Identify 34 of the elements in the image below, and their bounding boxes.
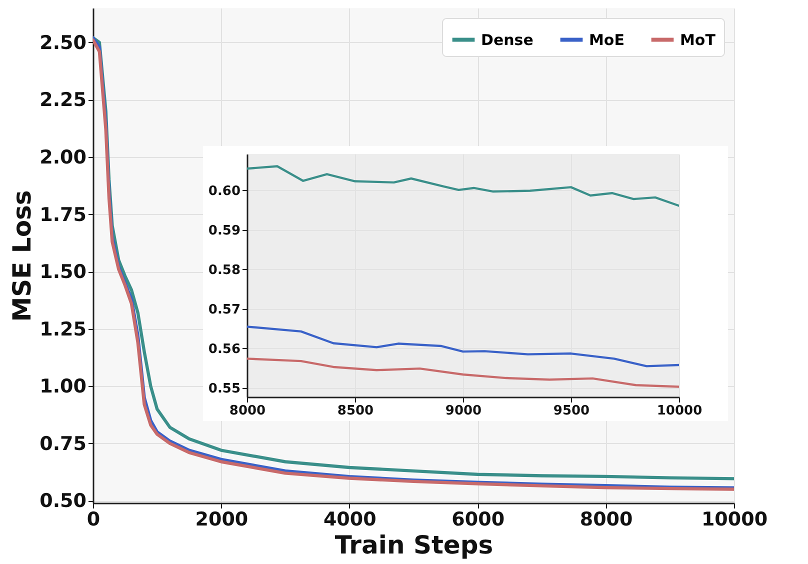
y-tick-label: 0.58	[208, 262, 240, 278]
x-axis-title: Train Steps	[334, 530, 494, 560]
x-tick-label: 8500	[337, 404, 374, 418]
y-tick-label: 2.50	[40, 32, 86, 54]
line-series	[247, 358, 679, 388]
x-tick-label: 9000	[445, 404, 482, 418]
x-tick-label: 2000	[195, 508, 248, 530]
y-tick-label: 1.25	[40, 318, 86, 340]
line-series	[247, 165, 679, 207]
y-tick-label: 2.25	[40, 89, 86, 112]
line-series	[247, 326, 679, 368]
legend-label: MoE	[589, 30, 624, 49]
x-tick-label: 10000	[701, 508, 768, 530]
y-tick-label: 0.56	[208, 342, 240, 357]
y-tick-label: 0.60	[208, 184, 240, 199]
x-tick-label: 0	[86, 508, 100, 530]
x-tick-label: 8000	[580, 508, 633, 530]
y-tick-label: 0.55	[208, 381, 240, 396]
x-tick-label: 4000	[323, 508, 376, 530]
y-axis-title: MSE Loss	[8, 190, 37, 322]
y-tick-label: 0.59	[208, 223, 240, 238]
x-tick-label: 8000	[229, 404, 266, 418]
y-tick-label: 0.50	[40, 490, 86, 512]
y-tick-label: 1.75	[40, 204, 86, 226]
legend-label: MoT	[680, 30, 716, 49]
y-tick-label: 1.00	[40, 376, 86, 398]
legend-label: Dense	[481, 30, 534, 49]
y-tick-label: 1.50	[40, 261, 86, 284]
y-tick-label: 0.75	[40, 432, 86, 455]
x-tick-label: 6000	[452, 508, 505, 530]
x-tick-label: 10000	[656, 404, 702, 418]
y-tick-label: 2.00	[40, 146, 86, 168]
y-tick-label: 0.57	[208, 302, 240, 318]
x-tick-label: 9500	[553, 404, 590, 418]
